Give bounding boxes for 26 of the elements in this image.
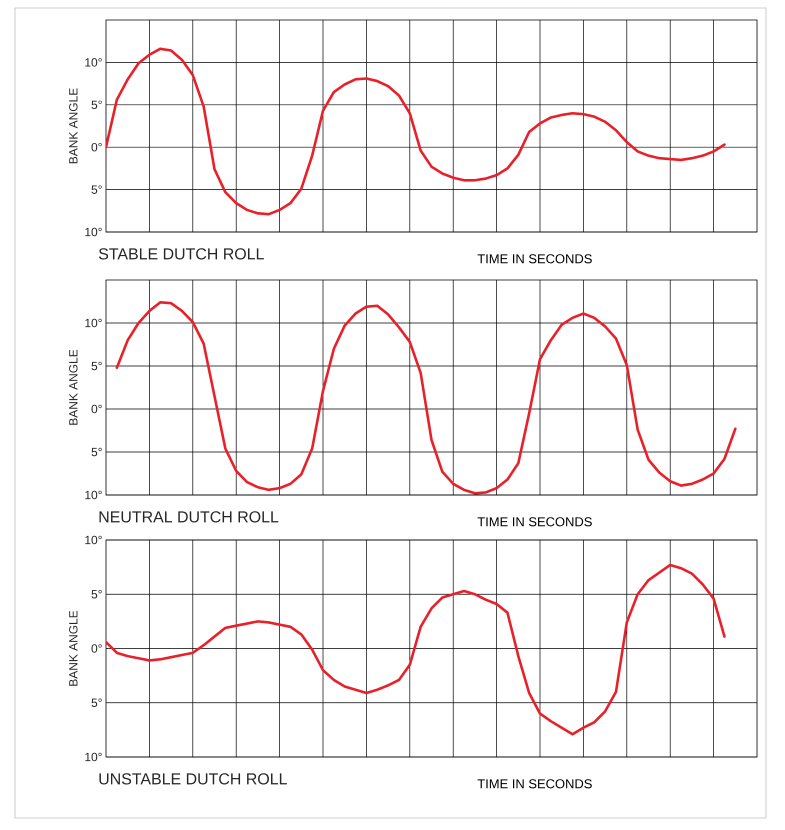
y-tick-label: 10° [85, 752, 102, 762]
y-tick-label: 10° [85, 536, 102, 544]
text: UNSTABLE DUTCH ROLL [99, 773, 287, 785]
y-tick-label: 10° [85, 228, 102, 236]
text: NEUTRAL DUTCH ROLL [100, 511, 278, 523]
y-tick-label: 0° [92, 404, 102, 414]
line-series [116, 301, 737, 495]
y-tick-label: 10° [85, 490, 102, 500]
y-tick-label: 5° [92, 100, 102, 110]
y-axis-title: BANK ANGLE [69, 350, 78, 425]
x-axis-title: TIME IN SECONDS [478, 254, 592, 264]
y-tick-label: 0° [92, 142, 102, 152]
y-tick-label: 10° [85, 318, 102, 328]
line-series [106, 564, 726, 736]
y-tick-label: 5° [92, 185, 102, 194]
y-tick-label: 5° [92, 448, 102, 456]
text: STABLE DUTCH ROLL [98, 248, 264, 260]
y-axis-title: BANK ANGLE [69, 610, 78, 686]
y-tick-label: 10° [85, 58, 102, 67]
y-tick-label: 5° [92, 590, 102, 598]
y-tick-label: 5° [92, 698, 102, 707]
y-axis-title: BANK ANGLE [69, 88, 78, 164]
x-axis-title: TIME IN SECONDS [478, 779, 592, 788]
x-axis-title: TIME IN SECONDS [478, 517, 592, 526]
y-tick-label: 5° [92, 362, 102, 370]
y-tick-label: 0° [92, 644, 102, 653]
